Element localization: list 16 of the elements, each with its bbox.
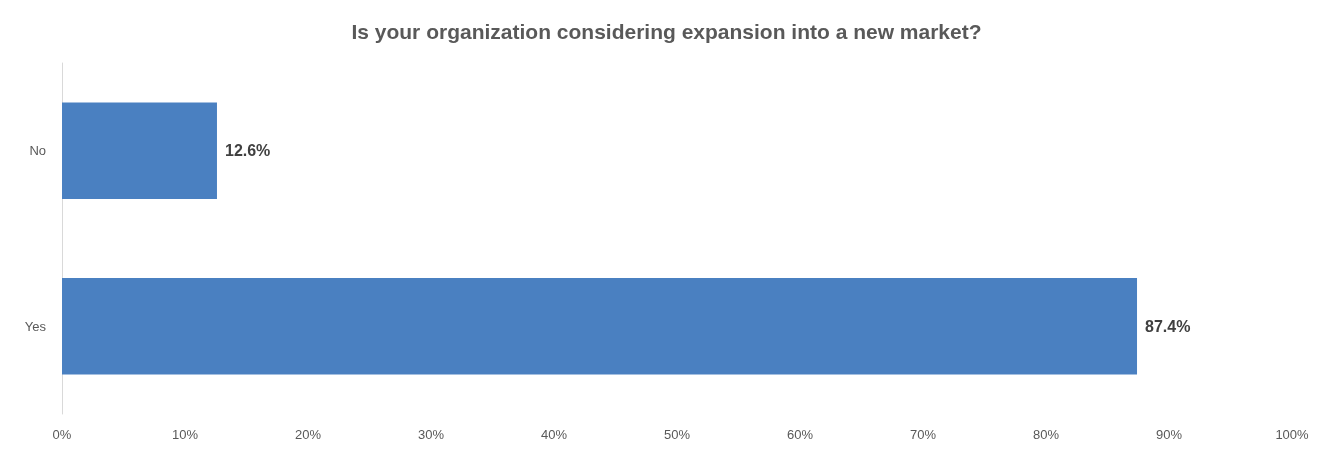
x-tick-label: 30% <box>417 427 445 442</box>
x-tick-label: 90% <box>1155 427 1183 442</box>
x-tick-label: 80% <box>1032 427 1060 442</box>
data-label: 12.6% <box>224 142 271 160</box>
chart-title: Is your organization considering expansion into a new market? <box>351 20 982 43</box>
x-tick-label: 100% <box>1275 427 1310 442</box>
x-tick-label: 10% <box>171 427 199 442</box>
x-tick-label: 70% <box>909 427 937 442</box>
x-tick-label: 0% <box>52 427 72 442</box>
x-tick-label: 50% <box>663 427 691 442</box>
x-tick-label: 40% <box>540 427 568 442</box>
x-tick-label: 60% <box>786 427 814 442</box>
y-tick-label: Yes <box>24 318 47 334</box>
x-tick-label: 20% <box>294 427 322 442</box>
data-label: 87.4% <box>1145 317 1191 335</box>
y-tick-label: No <box>29 143 46 159</box>
